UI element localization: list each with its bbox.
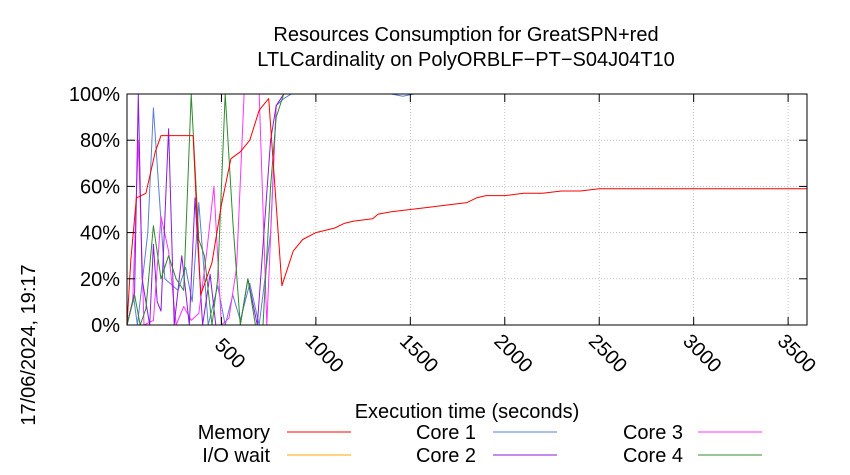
y-tick-label: 0% bbox=[91, 315, 120, 337]
legend-label-core-4: Core 4 bbox=[623, 445, 683, 467]
y-tick-label: 20% bbox=[80, 269, 120, 291]
x-tick-label: 3500 bbox=[773, 330, 820, 377]
legend-label-i-o-wait: I/O wait bbox=[202, 445, 270, 467]
y-tick-label: 100% bbox=[69, 84, 120, 106]
y-axis-ticks: 0% 20% 40% 60% 80% 100% bbox=[69, 84, 807, 337]
plot-frame bbox=[126, 93, 808, 326]
x-axis-label: Execution time (seconds) bbox=[355, 401, 580, 423]
x-axis-ticks: 500 1000 1500 2000 2500 3000 3500 bbox=[210, 94, 820, 377]
chart-title-line-2: LTLCardinality on PolyORBLF−PT−S04J04T10 bbox=[257, 49, 675, 71]
series-line-core-4 bbox=[126, 93, 807, 326]
y-tick-label: 80% bbox=[80, 130, 120, 152]
series-line-core-3 bbox=[126, 93, 807, 326]
x-tick-label: 2500 bbox=[584, 330, 631, 377]
legend-label-core-3: Core 3 bbox=[623, 422, 683, 444]
y-tick-label: 40% bbox=[80, 223, 120, 245]
series-line-core-2 bbox=[126, 93, 807, 326]
x-tick-label: 500 bbox=[210, 334, 249, 373]
grid bbox=[127, 94, 807, 325]
legend-label-memory: Memory bbox=[198, 422, 270, 444]
x-tick-label: 1000 bbox=[301, 330, 348, 377]
x-tick-label: 2000 bbox=[490, 330, 537, 377]
x-tick-label: 1500 bbox=[395, 330, 442, 377]
series-lines bbox=[126, 93, 807, 326]
x-tick-label: 3000 bbox=[678, 330, 725, 377]
series-line-memory bbox=[126, 98, 807, 326]
legend-label-core-1: Core 1 bbox=[416, 422, 476, 444]
series-line-core-1 bbox=[126, 93, 807, 326]
timestamp-label: 17/06/2024, 19:17 bbox=[18, 264, 40, 425]
y-tick-label: 60% bbox=[80, 176, 120, 198]
chart-title-line-1: Resources Consumption for GreatSPN+red bbox=[273, 24, 658, 46]
legend-label-core-2: Core 2 bbox=[416, 445, 476, 467]
